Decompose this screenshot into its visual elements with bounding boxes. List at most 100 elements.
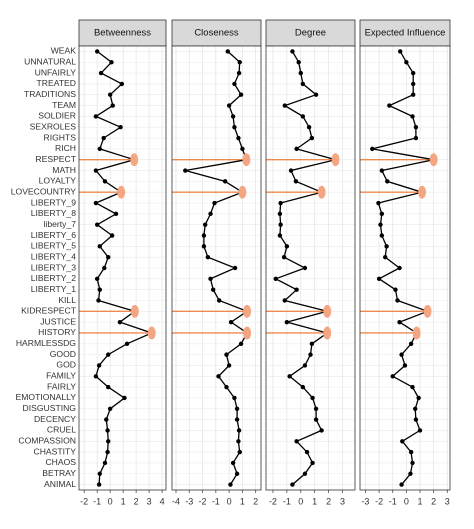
- point: [102, 179, 108, 184]
- y-tick-label: CRUEL: [47, 425, 76, 435]
- y-tick-label: LOYALTY: [39, 176, 77, 186]
- point: [310, 395, 315, 401]
- y-tick-label: FAMILY: [46, 371, 76, 381]
- highlight-point: [147, 326, 156, 340]
- panel-title: Expected Influence: [365, 28, 446, 39]
- point: [203, 222, 208, 227]
- point: [397, 265, 402, 271]
- y-tick-label: DISGUSTING: [23, 403, 77, 413]
- y-tick-label: MATH: [52, 165, 76, 175]
- point: [294, 287, 299, 292]
- point: [238, 341, 244, 347]
- point: [410, 70, 416, 76]
- point: [290, 49, 295, 54]
- y-tick-label: LIBERTY_2: [31, 273, 76, 283]
- point: [300, 81, 306, 87]
- point: [287, 374, 292, 379]
- point: [379, 233, 385, 238]
- point: [208, 211, 213, 217]
- point: [410, 81, 416, 87]
- x-tick-label: 0: [404, 496, 409, 506]
- point: [224, 352, 229, 357]
- y-tick-label: LOVECOUNTRY: [11, 186, 77, 196]
- point: [404, 60, 409, 65]
- highlight-point: [117, 185, 126, 199]
- y-tick-label: BETRAY: [42, 468, 76, 478]
- highlight-point: [412, 326, 421, 340]
- point: [230, 460, 236, 466]
- y-tick-label: COMPASSION: [18, 436, 76, 446]
- point: [97, 244, 102, 249]
- point: [119, 81, 125, 87]
- point: [98, 70, 104, 76]
- point: [300, 384, 306, 390]
- point: [232, 395, 237, 401]
- point: [410, 92, 416, 97]
- point: [225, 49, 230, 54]
- point: [236, 135, 241, 141]
- point: [298, 70, 303, 76]
- x-tick-label: 1: [121, 496, 126, 506]
- point: [387, 103, 392, 108]
- highlight-point: [317, 185, 326, 199]
- point: [210, 287, 216, 292]
- point: [400, 439, 405, 444]
- x-tick-label: 0: [298, 496, 303, 506]
- panel-title: Closeness: [194, 28, 239, 39]
- point: [236, 428, 242, 433]
- highlight-point: [418, 185, 427, 199]
- x-tick-label: -4: [172, 496, 180, 506]
- point: [109, 233, 115, 238]
- point: [118, 125, 123, 130]
- x-tick-label: 0: [227, 496, 232, 506]
- highlight-point: [130, 153, 139, 167]
- highlight-point: [323, 326, 332, 340]
- point: [106, 384, 111, 390]
- point: [413, 125, 419, 130]
- point: [384, 244, 389, 249]
- point: [398, 49, 403, 54]
- point: [94, 222, 100, 227]
- point: [413, 406, 418, 411]
- point: [97, 471, 102, 476]
- point: [97, 146, 102, 152]
- y-tick-label: GOOD: [50, 349, 76, 359]
- y-tick-label: EMOTIONALLY: [16, 392, 77, 402]
- point: [201, 244, 207, 249]
- point: [93, 114, 99, 119]
- point: [408, 449, 414, 455]
- point: [304, 449, 310, 455]
- point: [313, 92, 319, 97]
- y-tick-label: RESPECT: [35, 154, 76, 164]
- point: [226, 103, 232, 108]
- point: [390, 374, 395, 379]
- point: [122, 395, 127, 401]
- y-tick-label: WEAK: [51, 46, 77, 56]
- point: [416, 395, 421, 401]
- point: [399, 352, 404, 357]
- point: [277, 233, 283, 238]
- highlight-point: [429, 153, 438, 167]
- point: [107, 92, 113, 97]
- x-tick-label: 2: [134, 496, 139, 506]
- point: [308, 352, 313, 357]
- y-tick-label: liberty_7: [44, 219, 77, 229]
- x-tick-label: 3: [340, 496, 345, 506]
- strip-background: [359, 19, 451, 47]
- highlight-point: [242, 153, 251, 167]
- x-tick-label: -3: [361, 496, 369, 506]
- highlight-point: [331, 153, 340, 167]
- y-tick-label: LIBERTY_1: [31, 284, 76, 294]
- point: [408, 341, 414, 347]
- point: [117, 319, 123, 325]
- y-tick-label: UNNATURAL: [24, 57, 76, 67]
- point: [234, 417, 240, 422]
- point: [378, 222, 383, 227]
- point: [277, 211, 283, 217]
- point: [96, 482, 102, 487]
- point: [278, 200, 283, 206]
- point: [379, 211, 385, 217]
- point: [284, 244, 290, 249]
- point: [288, 168, 294, 173]
